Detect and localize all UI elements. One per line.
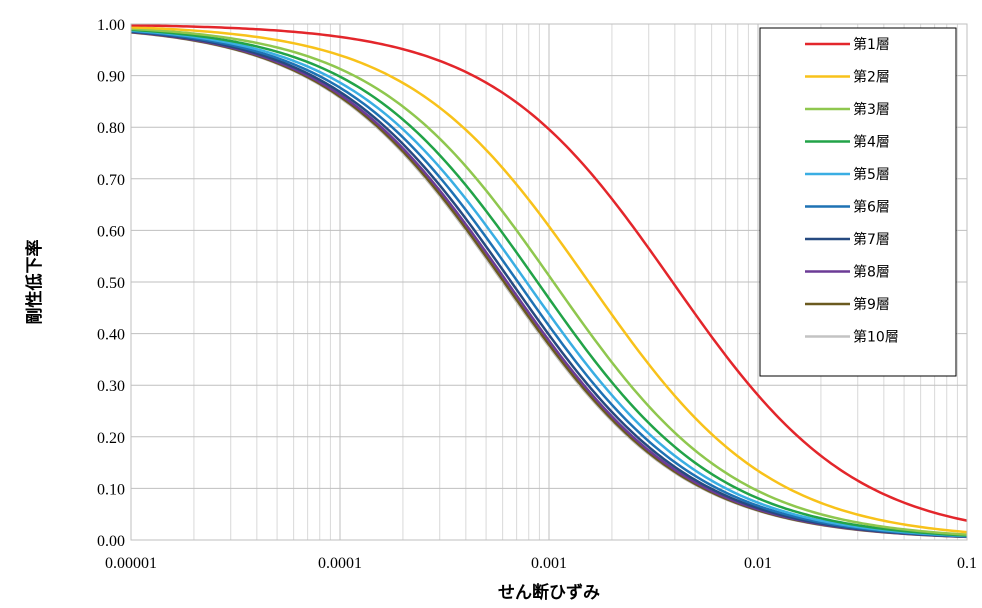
- y-tick-label: 0.20: [97, 430, 125, 447]
- legend-label: 第8層: [853, 264, 890, 281]
- legend-label: 第2層: [853, 69, 890, 86]
- series-line: [130, 27, 968, 536]
- y-tick-label: 1.00: [97, 17, 125, 34]
- plot-border: [130, 23, 968, 541]
- series-line: [130, 29, 968, 538]
- series-line: [130, 29, 968, 538]
- x-tick-label: 0.0001: [318, 555, 362, 572]
- legend-label: 第7層: [853, 231, 890, 248]
- series-line: [130, 24, 968, 522]
- x-tick-label: 0.00001: [105, 555, 157, 572]
- legend-label: 第10層: [853, 329, 899, 346]
- series-line: [130, 26, 968, 534]
- x-tick-label: 0.1: [957, 555, 977, 572]
- series-layer: [130, 24, 968, 539]
- y-tick-label: 0.90: [97, 69, 125, 86]
- y-tick-label: 0.70: [97, 172, 125, 189]
- y-tick-label: 0.80: [97, 120, 125, 137]
- x-axis-title: せん断ひずみ: [498, 582, 600, 603]
- x-tick-label: 0.001: [531, 555, 567, 572]
- series-line: [130, 28, 968, 537]
- y-tick-labels: 0.00 0.10 0.20 0.30 0.40 0.50 0.60 0.70 0.80 0.90…: [97, 17, 125, 550]
- legend-label: 第1層: [853, 36, 890, 53]
- x-tick-labels: 0.00001 0.0001 0.001 0.01 0.1: [105, 555, 977, 572]
- legend-label: 第4層: [853, 134, 890, 151]
- y-tick-label: 0.40: [97, 327, 125, 344]
- legend-box: [759, 27, 957, 377]
- legend-label: 第3層: [853, 101, 890, 118]
- y-axis-title: 剛性低下率: [24, 240, 45, 325]
- legend-label: 第6層: [853, 199, 890, 216]
- y-tick-label: 0.60: [97, 223, 125, 240]
- y-tick-label: 0.50: [97, 275, 125, 292]
- y-tick-label: 0.30: [97, 378, 125, 395]
- legend-label: 第5層: [853, 166, 890, 183]
- y-tick-label: 0.10: [97, 481, 125, 498]
- x-tick-label: 0.01: [744, 555, 772, 572]
- legend-label: 第9層: [853, 296, 890, 313]
- y-tick-label: 0.00: [97, 533, 125, 550]
